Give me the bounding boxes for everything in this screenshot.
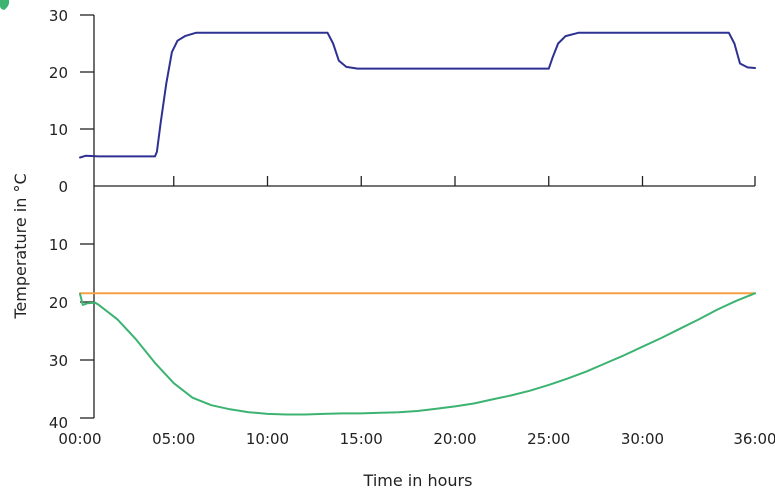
- y-tick-label: 20: [49, 64, 68, 82]
- axes-layer: [80, 14, 756, 419]
- x-tick-label: 30:00: [621, 430, 664, 448]
- y-tick-label: 0: [58, 178, 68, 196]
- upper-panel-series: [79, 31, 756, 159]
- x-axis-title: Time in hours: [363, 471, 473, 490]
- y-tick-label: 30: [49, 352, 68, 370]
- y-tick-label: 30: [49, 7, 68, 25]
- x-tick-label: 20:00: [433, 430, 476, 448]
- logo-mark: [0, 0, 10, 10]
- x-tick-label: 15:00: [340, 430, 383, 448]
- lower-panel-series: [79, 292, 756, 416]
- y-tick-label: 20: [49, 294, 68, 312]
- y-tick-label: 40: [49, 414, 68, 432]
- series-line-blue: [79, 31, 756, 159]
- y-axis-title: Temperature in °C: [11, 173, 30, 319]
- series-line-green: [79, 292, 756, 416]
- x-tick-label: 05:00: [152, 430, 195, 448]
- y-tick-label: 10: [49, 236, 68, 254]
- x-tick-label: 10:00: [246, 430, 289, 448]
- x-tick-label: 36:00: [733, 430, 775, 448]
- tick-labels-layer: 00:00 05:00 10:00 15:00 20:00 25:00 30:00 36:00…: [49, 7, 775, 448]
- x-tick-label: 00:00: [58, 430, 101, 448]
- x-tick-label: 25:00: [527, 430, 570, 448]
- y-tick-label: 10: [49, 121, 68, 139]
